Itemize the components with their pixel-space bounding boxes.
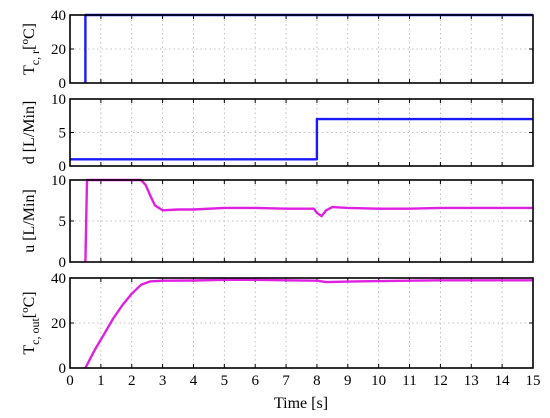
chart-panel-2: 0 5 10 d [L/Min] (21, 92, 534, 175)
x-tick-label: 3 (159, 373, 167, 389)
x-tick-label: 6 (251, 373, 259, 389)
x-tick-label: 7 (282, 373, 290, 389)
x-tick-label: 13 (464, 373, 479, 389)
x-tick-label: 4 (190, 373, 198, 389)
chart-panel-3: 0 5 10 u [L/Min] (21, 173, 534, 271)
y-tick-label: 5 (59, 214, 67, 230)
x-tick-label: 2 (128, 373, 136, 389)
y-tick-label: 20 (51, 42, 66, 58)
x-tick-label: 14 (495, 373, 511, 389)
y-tick-label: 40 (51, 8, 66, 24)
x-tick-label: 10 (371, 373, 386, 389)
plot-frame (69, 179, 534, 263)
x-tick-label: 8 (313, 373, 321, 389)
plot-frame (69, 277, 534, 369)
y-tick-label: 40 (51, 271, 66, 287)
y-axis-label: Tc, r[oC] (19, 23, 42, 75)
y-tick-label: 0 (59, 159, 67, 175)
x-tick-label: 1 (97, 373, 105, 389)
y-tick-label: 0 (59, 76, 67, 92)
x-tick-label: 12 (433, 373, 448, 389)
y-axis-label: d [L/Min] (21, 101, 38, 165)
x-axis-label: Time [s] (274, 395, 328, 412)
x-tick-label: 9 (344, 373, 352, 389)
x-tick-label: 0 (66, 373, 74, 389)
x-tick-label: 5 (221, 373, 229, 389)
y-tick-label: 10 (51, 92, 66, 108)
plot-frame (69, 14, 534, 84)
chart-panel-1: 0 20 40 Tc, r[oC] (19, 8, 534, 92)
y-tick-label: 5 (59, 126, 67, 142)
y-tick-label: 0 (59, 361, 67, 377)
plot-frame (69, 98, 534, 167)
series-line-1 (84, 178, 533, 263)
y-tick-label: 20 (51, 316, 66, 332)
y-axis-label: u [L/Min] (21, 189, 38, 253)
y-axis-label: Tc, out[oC] (19, 291, 42, 354)
series-line-1 (70, 117, 533, 161)
series-line-1 (84, 278, 533, 369)
y-tick-label: 0 (59, 255, 67, 271)
y-tick-label: 10 (51, 173, 66, 189)
x-tick-label: 15 (526, 373, 541, 389)
x-tick-label: 11 (402, 373, 416, 389)
